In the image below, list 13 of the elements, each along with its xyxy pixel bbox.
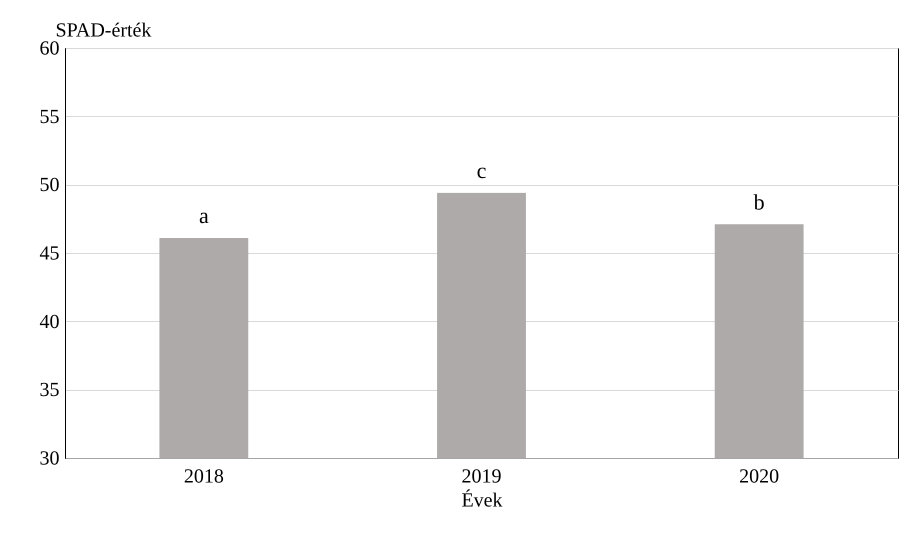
y-tick-label: 50 <box>40 174 60 196</box>
y-tick-label: 45 <box>40 242 60 264</box>
annotation: b <box>754 189 765 214</box>
y-tick-label: 30 <box>40 448 60 470</box>
x-tick-label: 2019 <box>462 466 502 488</box>
y-tick-label: 55 <box>40 106 60 128</box>
x-axis-title: Évek <box>461 488 503 512</box>
x-tick-label: 2018 <box>184 466 224 488</box>
annotation: c <box>476 158 487 183</box>
y-tick-label: 35 <box>40 379 60 402</box>
y-tick-label: 40 <box>40 310 60 333</box>
x-tick-label: 2020 <box>739 466 780 488</box>
annotation: a <box>198 202 209 228</box>
